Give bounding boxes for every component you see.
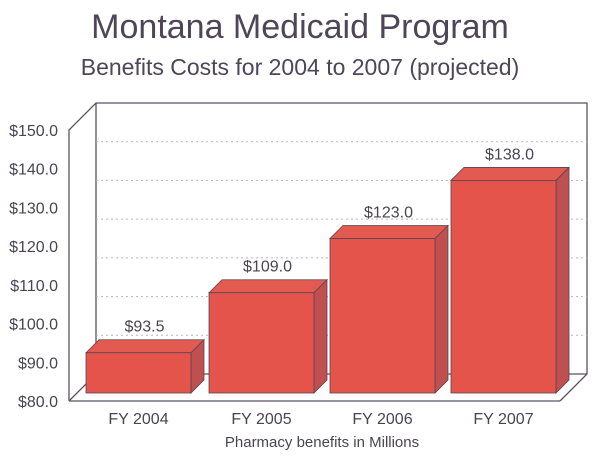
y-tick-label: $130.0 [9,200,58,217]
y-axis-ticks: $80.0 $90.0 $100.0 $110.0 $120.0 $130.0 $140.0… [9,123,58,411]
y-tick-label: $110.0 [10,278,58,295]
y-tick-label: $80.0 [18,394,58,411]
bar-side-face [434,224,449,394]
y-tick-label: $100.0 [9,317,58,334]
bar: $109.0 [208,259,328,394]
x-tick-label: FY 2005 [231,411,291,428]
bar-side-face [313,278,328,394]
bar: $93.5 [85,319,205,394]
bar-side-face [555,166,570,394]
bar: $123.0 [329,205,449,394]
frame-floor-right-edge [559,373,588,402]
bar-top-face [450,167,570,181]
y-tick-label: $150.0 [9,123,58,140]
x-tick-label: FY 2004 [108,411,168,428]
chart-title: Montana Medicaid Program [91,8,509,46]
data-label: $138.0 [485,146,534,163]
y-tick-label: $140.0 [9,162,58,179]
x-axis-label: Pharmacy benefits in Millions [225,434,419,451]
bar-front-face [450,180,557,394]
bars: $93.5 $109.0 $123.0 $138.0 [85,146,570,394]
y-tick-label: $90.0 [18,355,58,372]
x-axis-ticks: FY 2004 FY 2005 FY 2006 FY 2007 [108,411,533,428]
chart-subtitle: Benefits Costs for 2004 to 2007 (project… [80,54,520,80]
bar-top-face [208,279,328,294]
bar-front-face [329,238,436,394]
bar-front-face [208,292,315,394]
bar-top-face [85,339,205,354]
bar: $138.0 [450,146,570,394]
bar-front-face [85,352,192,394]
bar-top-face [329,225,449,239]
data-label: $93.5 [124,319,164,336]
data-label: $109.0 [243,259,292,276]
x-tick-label: FY 2006 [352,411,412,428]
data-label: $123.0 [364,205,413,222]
x-tick-label: FY 2007 [473,411,533,428]
y-tick-label: $120.0 [9,239,58,256]
